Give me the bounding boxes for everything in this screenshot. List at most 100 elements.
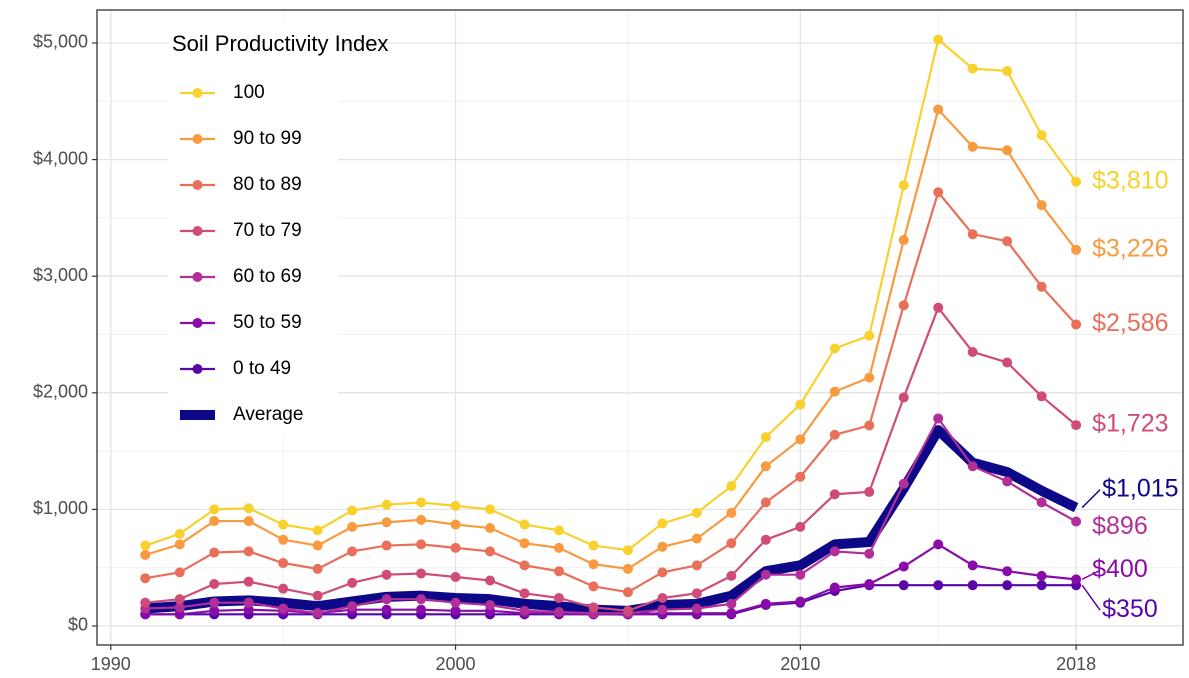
point: [347, 577, 358, 588]
legend: Soil Productivity Index 100 90 to 99 80 to…: [168, 22, 388, 434]
line: [145, 417, 1077, 615]
point: [347, 505, 358, 516]
legend-marker: [192, 364, 203, 374]
point: [243, 597, 254, 608]
point: [829, 582, 840, 593]
legend-label: 70 to 79: [233, 220, 302, 241]
point: [381, 540, 392, 551]
point: [209, 516, 220, 527]
point: [795, 521, 806, 532]
point: [450, 605, 461, 616]
point: [553, 542, 564, 553]
point: [209, 597, 220, 608]
point: [209, 547, 220, 558]
point: [622, 545, 633, 556]
point: [898, 392, 909, 403]
series: $3,226: [140, 104, 1169, 574]
point: [760, 569, 771, 580]
point: [174, 594, 185, 605]
point: [519, 605, 530, 616]
point: [691, 507, 702, 518]
y-tick-label: $1,000: [33, 498, 88, 518]
point: [209, 605, 220, 616]
point: [243, 503, 254, 514]
point: [622, 563, 633, 574]
point: [933, 302, 944, 313]
point: [967, 580, 978, 591]
point: [519, 588, 530, 599]
point: [760, 497, 771, 508]
y-tick-label: $5,000: [33, 32, 88, 52]
point: [140, 540, 151, 551]
point: [864, 548, 875, 559]
point: [588, 540, 599, 551]
point: [691, 588, 702, 599]
point: [898, 235, 909, 246]
point: [967, 461, 978, 472]
point: [864, 330, 875, 341]
x-tick-label: 2010: [780, 654, 820, 674]
point: [795, 434, 806, 445]
legend-marker: [192, 88, 203, 98]
point: [933, 187, 944, 198]
point: [416, 539, 427, 550]
point: [519, 538, 530, 549]
point: [1002, 357, 1013, 368]
point: [898, 180, 909, 191]
point: [209, 579, 220, 590]
point: [1036, 281, 1047, 292]
point: [829, 489, 840, 500]
plot-lines: $1,015 $350 $400 $896 $1,723 $2,586 $3,226 $3,8…: [140, 34, 1179, 623]
axes: $0 $1,000 $2,000 $3,000 $4,000 $5,000 1990 2000…: [33, 32, 1096, 674]
point: [795, 569, 806, 580]
legend-label: 80 to 89: [233, 174, 302, 195]
point: [691, 560, 702, 571]
point: [691, 603, 702, 614]
point: [1071, 319, 1082, 330]
point: [553, 525, 564, 536]
point: [933, 34, 944, 45]
point: [140, 549, 151, 560]
line: [145, 543, 1077, 616]
series: $2,586: [140, 187, 1169, 598]
point: [1071, 574, 1082, 585]
point: [795, 471, 806, 482]
point: [1071, 176, 1082, 187]
line: [144, 108, 1077, 570]
point: [553, 566, 564, 577]
end-label: $1,723: [1092, 410, 1168, 438]
point: [795, 399, 806, 410]
point: [933, 413, 944, 424]
point: [278, 583, 289, 594]
point: [1002, 145, 1013, 156]
point: [174, 609, 185, 620]
point: [829, 343, 840, 354]
point: [657, 567, 668, 578]
point: [760, 461, 771, 472]
legend-label: 50 to 59: [233, 312, 302, 333]
point: [312, 590, 323, 601]
line: [145, 306, 1077, 612]
point: [381, 517, 392, 528]
point: [312, 563, 323, 574]
point: [1002, 65, 1013, 76]
legend-marker: [192, 318, 203, 328]
line: [144, 38, 1078, 552]
point: [1071, 516, 1082, 527]
point: [795, 596, 806, 607]
point: [933, 104, 944, 115]
point: [381, 569, 392, 580]
point: [243, 576, 254, 587]
panel-border: [96, 9, 1184, 646]
point: [898, 561, 909, 572]
point: [1002, 476, 1013, 487]
point: [933, 580, 944, 591]
point: [967, 229, 978, 240]
point: [347, 546, 358, 557]
x-tick-label: 1990: [91, 654, 131, 674]
point: [416, 497, 427, 508]
point: [450, 519, 461, 530]
point: [416, 514, 427, 525]
point: [898, 580, 909, 591]
